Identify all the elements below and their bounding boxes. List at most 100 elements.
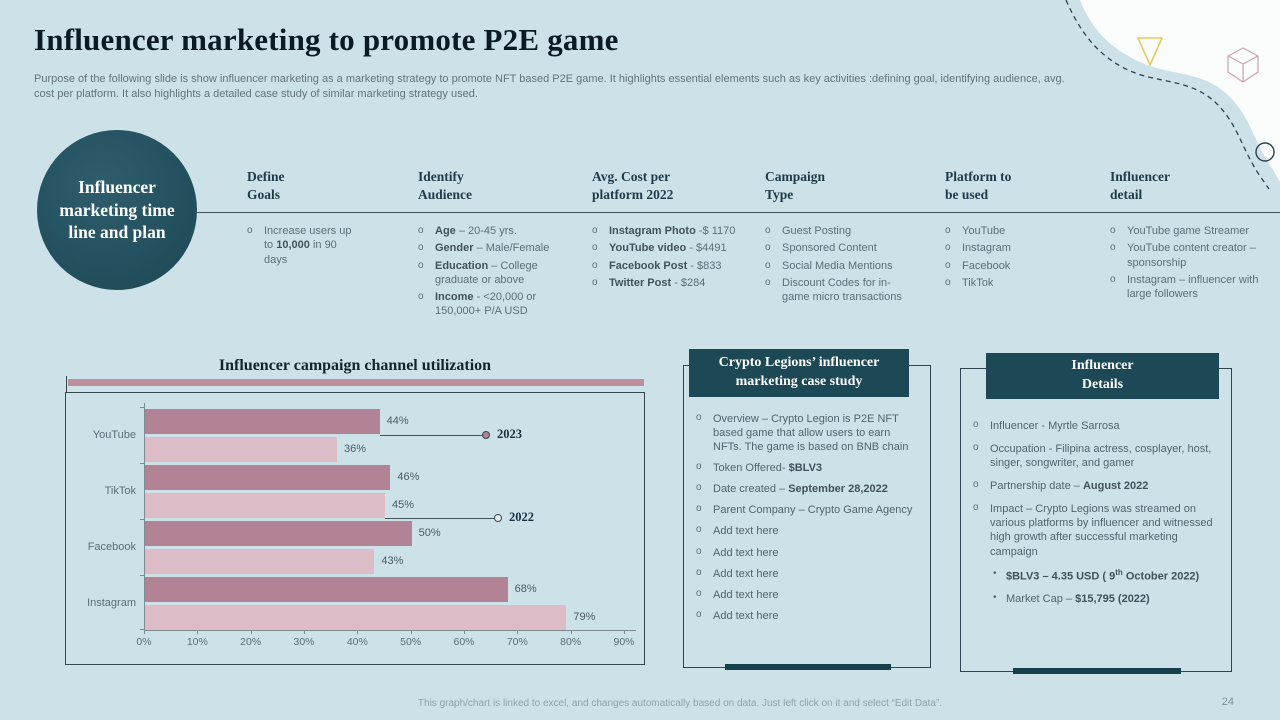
legend-callout-line-2022 (385, 518, 498, 519)
case-study-card: Crypto Legions’ influencer marketing cas… (683, 349, 931, 670)
chart-accent-strip (68, 379, 644, 386)
list-item-text: Facebook (962, 259, 1011, 272)
x-axis-tick (570, 630, 572, 634)
bullet-marker: o (973, 502, 979, 514)
list-item: o Overview – Crypto Legion is P2E NFT bas… (696, 412, 922, 454)
bar-youtube-2022 (145, 437, 337, 462)
bullet-marker: o (592, 276, 598, 288)
list-item-text: Income - <20,000 or 150,000+ P/A USD (435, 291, 537, 318)
list-item-text: Instagram (962, 242, 1011, 255)
x-axis-tick (144, 630, 145, 634)
bar-value-facebook-2022: 43% (381, 555, 404, 567)
list-item: o Occupation - Filipina actress, cosplaye… (973, 442, 1223, 470)
list-item: o Add text here (696, 588, 922, 602)
column-header: Define Goals (247, 169, 285, 202)
bullet-marker: o (945, 225, 951, 236)
x-axis-tick (410, 630, 412, 634)
bullet-marker: o (696, 482, 702, 494)
list-item-text: Guest Posting (782, 225, 852, 237)
x-tick-label-30pct: 30% (293, 636, 315, 648)
list-item-text: Date created – September 28,2022 (713, 483, 888, 496)
chart-strip-tick (66, 376, 67, 392)
list-item-text: Parent Company – Crypto Game Agency (713, 504, 913, 517)
bar-value-instagram-2023: 68% (514, 583, 537, 595)
bullet-marker: o (973, 479, 979, 491)
list-item-text: Social Media Mentions (782, 259, 893, 272)
list-item-text: Add text here (713, 588, 779, 601)
x-tick-label-70pct: 70% (506, 636, 528, 648)
column-header: Platform to be used (945, 169, 1012, 202)
list-item-text: Instagram Photo -$ 1170 (609, 225, 736, 237)
category-label-tiktok: TikTok (104, 484, 136, 497)
x-axis-tick (464, 630, 465, 634)
influencer-details-body: o Influencer - Myrtle Sarrosa o Occupation … (973, 419, 1223, 606)
x-tick-label-80pct: 80% (560, 636, 582, 648)
column-items: o Guest Posting o Sponsored Content o Social … (765, 212, 915, 304)
bar-instagram-2022 (145, 605, 567, 630)
bullet-marker: o (247, 225, 253, 236)
list-item-text: Add text here (713, 567, 779, 580)
x-tick-label-20pct: 20% (240, 636, 262, 648)
column-avg-cost-per-platform: Avg. Cost per platform 2022 o Instagram P… (592, 168, 760, 290)
bullet-marker: o (765, 242, 771, 254)
list-item-text: Add text here (713, 525, 779, 538)
case-study-header: Crypto Legions’ influencer marketing cas… (689, 349, 909, 397)
influencer-details-accent-bar (1013, 668, 1181, 674)
list-item: o Sponsored Content (765, 241, 915, 255)
legend-marker-2023 (482, 431, 490, 439)
x-axis-tick (197, 630, 199, 634)
list-item-text: Token Offered- $BLV3 (713, 462, 823, 475)
bullet-marker: o (765, 259, 771, 271)
bar-value-instagram-2022: 79% (573, 611, 596, 623)
list-item-text: YouTube video - $4491 (609, 242, 727, 255)
list-item-text: Impact – Crypto Legions was streamed on … (990, 503, 1213, 558)
list-item-text: Gender – Male/Female (435, 242, 550, 255)
list-item: o Social Media Mentions (765, 259, 915, 273)
x-axis-tick (517, 630, 519, 634)
list-item-text: Occupation - Filipina actress, cosplayer… (990, 443, 1212, 470)
bar-value-tiktok-2022: 45% (392, 499, 415, 511)
timeline-badge: Influencer marketing time line and plan (37, 130, 197, 290)
bullet-marker: o (696, 608, 702, 620)
list-item-text: $BLV3 – 4.35 USD ( 9th October 2022) (1006, 567, 1200, 583)
category-label-instagram: Instagram (87, 596, 136, 609)
bullet-marker: o (1110, 225, 1116, 236)
list-item-text: YouTube content creator – sponsorship (1127, 242, 1256, 269)
x-axis-tick (304, 630, 305, 634)
list-item: o YouTube (945, 224, 1073, 238)
list-item-text: Influencer - Myrtle Sarrosa (990, 420, 1120, 432)
list-item: o TikTok (945, 276, 1073, 290)
list-item: o Add text here (696, 567, 922, 581)
bar-instagram-2023 (145, 577, 508, 602)
bullet-marker: o (696, 587, 702, 599)
bullet-marker: o (592, 225, 598, 236)
page-number: 24 (1221, 696, 1234, 708)
bar-value-facebook-2023: 50% (418, 527, 441, 539)
x-axis-line (144, 630, 636, 631)
case-study-accent-bar (725, 664, 891, 670)
bullet-marker: o (1110, 273, 1116, 285)
bullet-marker: o (418, 291, 424, 303)
y-axis-tick (140, 519, 144, 520)
bar-facebook-2023 (145, 521, 412, 546)
list-item: o Facebook (945, 259, 1073, 273)
list-item: o Discount Codes for in-game micro transa… (765, 276, 915, 305)
list-item: o Twitter Post - $284 (592, 276, 760, 290)
category-label-youtube: YouTube (92, 428, 136, 441)
cube-icon (1227, 47, 1259, 83)
influencer-details-header: Influencer Details (986, 353, 1219, 399)
list-item-text: Twitter Post - $284 (609, 276, 706, 289)
list-item: o Add text here (696, 609, 922, 623)
x-tick-label-50pct: 50% (400, 636, 422, 648)
list-item: o Age – 20-45 yrs. (418, 224, 580, 238)
list-item-text: YouTube (962, 225, 1006, 237)
list-item-text: Education – College graduate or above (435, 259, 538, 286)
list-item-text: YouTube game Streamer (1127, 225, 1250, 237)
column-items: o Increase users up to 10,000 in 90 days (247, 212, 359, 267)
list-item: o Parent Company – Crypto Game Agency (696, 503, 922, 517)
bullet-marker: o (945, 276, 951, 288)
bullet-marker: o (418, 259, 424, 271)
x-tick-label-40pct: 40% (346, 636, 368, 648)
y-axis-tick (140, 407, 144, 408)
